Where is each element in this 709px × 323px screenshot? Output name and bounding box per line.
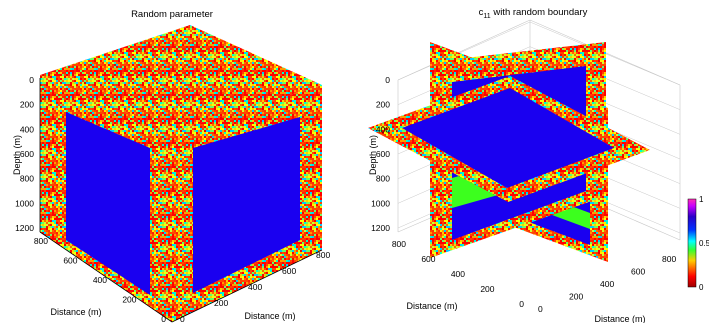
x-tick-label: 0 [161, 314, 166, 323]
y-tick-label: 400 [600, 279, 614, 289]
depth-tick-label: 1000 [371, 198, 390, 208]
random-parameter-cube [40, 25, 322, 322]
x-tick-label: 400 [93, 275, 107, 285]
x-tick-label: 200 [122, 295, 136, 305]
y-axis-label: Distance (m) [244, 311, 295, 321]
slice-z-interior [402, 88, 614, 188]
y-axis-label: Distance (m) [594, 314, 645, 323]
depth-tick-label: 800 [20, 174, 34, 184]
x-tick-label: 600 [421, 254, 435, 264]
y-tick-label: 200 [569, 292, 583, 302]
panel-c11-slices: c11 with random boundary [368, 7, 681, 323]
x-axis-label: Distance (m) [50, 307, 101, 317]
depth-tick-label: 200 [20, 100, 34, 110]
cube-top-face [40, 25, 322, 132]
y-tick-label: 800 [662, 254, 676, 264]
depth-tick-label: 0 [385, 75, 390, 85]
title-subscript: 11 [483, 13, 490, 20]
y-tick-label: 800 [316, 250, 330, 260]
x-tick-label: 200 [480, 284, 494, 294]
depth-tick-label: 600 [20, 149, 34, 159]
depth-tick-label: 0 [29, 75, 34, 85]
x-tick-label: 400 [451, 269, 465, 279]
y-tick-label: 200 [214, 298, 228, 308]
depth-tick-labels: 0 200 400 600 800 1000 1200 [371, 75, 390, 233]
y-tick-labels: 0 200 400 600 800 [538, 254, 676, 314]
y-axis: Distance (m) [171, 249, 323, 323]
colorbar-ramp [687, 198, 697, 288]
y-tick-label: 600 [631, 267, 645, 277]
colorbar-tick-labels: 10.50 [699, 195, 709, 292]
y-tick-label: 400 [248, 282, 262, 292]
x-tick-labels: 0 200 400 600 800 [34, 236, 166, 323]
cube-right-interior [193, 117, 300, 293]
y-tick-label: 0 [538, 304, 543, 314]
depth-axis: Depth (m) [368, 135, 378, 175]
depth-tick-label: 1200 [371, 223, 390, 233]
y-tick-label: 0 [180, 314, 185, 323]
depth-tick-label: 200 [376, 100, 390, 110]
x-tick-label: 800 [392, 239, 406, 249]
y-tick-labels: 0 200 400 600 800 [180, 250, 330, 323]
depth-axis-label: Depth (m) [12, 135, 22, 175]
title-suffix: with random boundary [491, 7, 588, 18]
title-main: c [479, 7, 484, 18]
depth-tick-label: 800 [376, 174, 390, 184]
chart-title: c11 with random boundary [479, 7, 588, 20]
depth-tick-label: 600 [376, 149, 390, 159]
y-axis: Distance (m) [594, 314, 645, 323]
depth-axis: Depth (m) [12, 78, 41, 232]
x-tick-label: 600 [63, 256, 77, 266]
grid-line [397, 21, 531, 81]
colorbar-tick-label: 0 [699, 283, 704, 292]
x-tick-label: 800 [34, 236, 48, 246]
cube-left-interior [66, 112, 150, 295]
x-tick-labels: 0 200 400 600 800 [392, 239, 524, 309]
x-tick-label: 0 [519, 299, 524, 309]
depth-tick-label: 400 [20, 124, 34, 134]
depth-tick-label: 1000 [15, 198, 34, 208]
depth-axis-label: Depth (m) [368, 135, 378, 175]
orthogonal-slices [368, 42, 650, 262]
x-axis: Distance (m) [39, 231, 173, 323]
depth-tick-labels: 0 200 400 600 800 1000 1200 [15, 75, 34, 233]
colorbar: 10.50 [687, 195, 709, 292]
x-axis-label: Distance (m) [406, 301, 457, 311]
depth-tick-label: 400 [376, 124, 390, 134]
panel-random-parameter: Random parameter Depth (m) 0 200 400 600 800… [12, 9, 330, 323]
depth-tick-label: 1200 [15, 223, 34, 233]
colorbar-tick-label: 0.5 [699, 239, 709, 248]
y-tick-label: 600 [282, 266, 296, 276]
x-axis: Distance (m) [406, 301, 457, 311]
chart-title: Random parameter [131, 9, 213, 20]
colorbar-tick-label: 1 [699, 195, 704, 204]
